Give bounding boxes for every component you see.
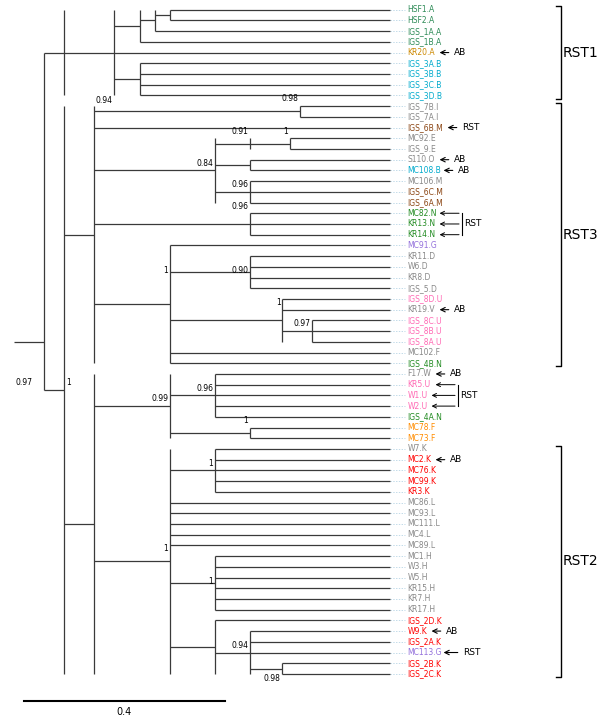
Text: IGS_4A.N: IGS_4A.N	[407, 412, 443, 421]
Text: 0.84: 0.84	[196, 159, 213, 168]
Text: IGS_3A.B: IGS_3A.B	[407, 59, 442, 67]
Text: 0.96: 0.96	[231, 180, 248, 189]
Text: KR5.U: KR5.U	[407, 380, 431, 389]
Text: AB: AB	[433, 627, 458, 635]
Text: IGS_8B.U: IGS_8B.U	[407, 327, 442, 335]
Text: AB: AB	[437, 370, 463, 378]
Text: AB: AB	[441, 48, 467, 57]
Text: KR11.D: KR11.D	[407, 251, 436, 261]
Text: KR7.H: KR7.H	[407, 595, 431, 603]
Text: IGS_3D.B: IGS_3D.B	[407, 91, 443, 100]
Text: 1: 1	[208, 459, 213, 467]
Text: MC113.G: MC113.G	[407, 648, 442, 657]
Text: AB: AB	[437, 455, 463, 464]
Text: 0.91: 0.91	[232, 126, 248, 136]
Text: KR15.H: KR15.H	[407, 584, 436, 593]
Text: MC78.F: MC78.F	[407, 423, 436, 432]
Text: KR17.H: KR17.H	[407, 605, 436, 614]
Text: W2.U: W2.U	[407, 401, 428, 411]
Text: 0.94: 0.94	[96, 96, 113, 105]
Text: IGS_5.D: IGS_5.D	[407, 284, 437, 293]
Text: 0.98: 0.98	[281, 95, 298, 103]
Text: 0.99: 0.99	[151, 394, 168, 404]
Text: 1: 1	[163, 266, 168, 275]
Text: IGS_4B.N: IGS_4B.N	[407, 359, 443, 368]
Text: IGS_6C.M: IGS_6C.M	[407, 187, 443, 196]
Text: W5.H: W5.H	[407, 573, 428, 582]
Text: KR20.A: KR20.A	[407, 48, 436, 57]
Text: AB: AB	[445, 166, 470, 175]
Text: KR3.K: KR3.K	[407, 488, 430, 496]
Text: IGS_6A.M: IGS_6A.M	[407, 198, 443, 207]
Text: IGS_2B.K: IGS_2B.K	[407, 658, 442, 668]
Text: 0.90: 0.90	[231, 266, 248, 275]
Text: 0.97: 0.97	[294, 320, 311, 328]
Text: F17.W: F17.W	[407, 370, 431, 378]
Text: 0.96: 0.96	[231, 202, 248, 210]
Text: S110.O: S110.O	[407, 155, 435, 164]
Text: IGS_2C.K: IGS_2C.K	[407, 669, 442, 679]
Text: MC92.E: MC92.E	[407, 134, 436, 143]
Text: 1: 1	[276, 298, 281, 307]
Text: W9.K: W9.K	[407, 627, 427, 635]
Text: KR14.N: KR14.N	[407, 230, 436, 239]
Text: RST: RST	[449, 123, 480, 132]
Text: IGS_7B.I: IGS_7B.I	[407, 102, 439, 111]
Text: IGS_8C.U: IGS_8C.U	[407, 316, 442, 325]
Text: MC86.L: MC86.L	[407, 498, 436, 507]
Text: IGS_3C.B: IGS_3C.B	[407, 80, 442, 89]
Text: MC89.L: MC89.L	[407, 541, 436, 550]
Text: MC108.B: MC108.B	[407, 166, 442, 175]
Text: HSF2.A: HSF2.A	[407, 16, 435, 25]
Text: AB: AB	[441, 155, 467, 164]
Text: 0.96: 0.96	[196, 383, 213, 393]
Text: MC106.M: MC106.M	[407, 177, 443, 186]
Text: MC73.F: MC73.F	[407, 434, 436, 443]
Text: 0.97: 0.97	[15, 378, 32, 387]
Text: MC76.K: MC76.K	[407, 466, 437, 475]
Text: MC111.L: MC111.L	[407, 519, 440, 528]
Text: IGS_8D.U: IGS_8D.U	[407, 294, 443, 304]
Text: 1: 1	[244, 416, 248, 425]
Text: MC102.F: MC102.F	[407, 348, 440, 357]
Text: RST3: RST3	[563, 228, 599, 242]
Text: IGS_2D.K: IGS_2D.K	[407, 616, 442, 625]
Text: RST1: RST1	[563, 45, 599, 60]
Text: RST: RST	[445, 648, 481, 657]
Text: 1: 1	[284, 126, 289, 136]
Text: MC91.G: MC91.G	[407, 241, 437, 250]
Text: MC93.L: MC93.L	[407, 509, 436, 518]
Text: RST2: RST2	[563, 554, 599, 569]
Text: RST: RST	[460, 391, 478, 400]
Text: 1: 1	[163, 544, 168, 554]
Text: IGS_6B.M: IGS_6B.M	[407, 123, 443, 132]
Text: MC1.H: MC1.H	[407, 551, 433, 561]
Text: MC2.K: MC2.K	[407, 455, 431, 464]
Text: W7.K: W7.K	[407, 444, 427, 454]
Text: W3.H: W3.H	[407, 562, 428, 572]
Text: IGS_8A.U: IGS_8A.U	[407, 337, 442, 346]
Text: IGS_1B.A: IGS_1B.A	[407, 37, 442, 47]
Text: IGS_1A.A: IGS_1A.A	[407, 27, 442, 36]
Text: 1: 1	[208, 577, 213, 586]
Text: 1: 1	[66, 378, 71, 387]
Text: 0.98: 0.98	[264, 674, 281, 684]
Text: KR13.N: KR13.N	[407, 220, 436, 228]
Text: KR8.D: KR8.D	[407, 273, 431, 282]
Text: W6.D: W6.D	[407, 262, 428, 271]
Text: MC4.L: MC4.L	[407, 530, 431, 539]
Text: 0.94: 0.94	[231, 641, 248, 650]
Text: W1.U: W1.U	[407, 391, 428, 400]
Text: IGS_9.E: IGS_9.E	[407, 144, 436, 154]
Text: RST: RST	[464, 220, 482, 228]
Text: MC82.N: MC82.N	[407, 209, 437, 218]
Text: IGS_7A.I: IGS_7A.I	[407, 112, 439, 121]
Text: IGS_2A.K: IGS_2A.K	[407, 638, 442, 646]
Text: MC99.K: MC99.K	[407, 477, 437, 485]
Text: KR19.V: KR19.V	[407, 305, 436, 314]
Text: 0.4: 0.4	[117, 707, 132, 717]
Text: HSF1.A: HSF1.A	[407, 5, 435, 14]
Text: AB: AB	[441, 305, 467, 314]
Text: IGS_3B.B: IGS_3B.B	[407, 70, 442, 78]
